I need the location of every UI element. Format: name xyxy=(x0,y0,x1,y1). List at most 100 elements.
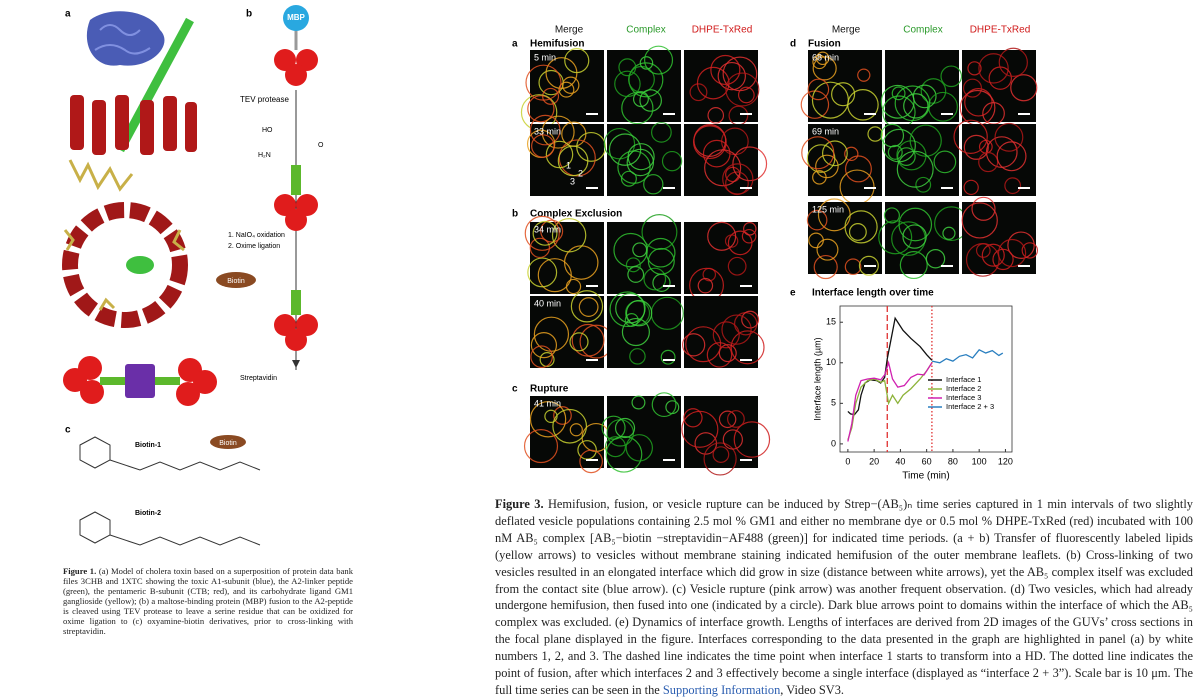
caption-text: Hemifusion, fusion, or vesicle rupture c… xyxy=(495,497,1193,697)
x-tick-label: 0 xyxy=(845,456,850,466)
vesicle xyxy=(994,122,1024,152)
vesicle xyxy=(741,228,757,244)
vesicle xyxy=(541,115,575,149)
y-tick-label: 5 xyxy=(831,398,836,408)
panel-label: b xyxy=(246,9,252,20)
chem-label: HO xyxy=(262,127,273,134)
panel-label: a xyxy=(65,9,71,20)
vesicle xyxy=(858,255,879,276)
page: a b c MBP TEV protease HO H₂N O 1. NaIO₄… xyxy=(62,5,1193,697)
column-header: Complex xyxy=(903,25,942,36)
vesicle xyxy=(812,54,827,70)
vesicle xyxy=(887,144,903,160)
vesicle xyxy=(812,56,837,81)
vesicle xyxy=(578,297,599,317)
vesicle xyxy=(896,150,934,188)
vesicle xyxy=(529,401,567,438)
supporting-link[interactable]: Supporting Information xyxy=(662,682,781,697)
vesicle xyxy=(544,409,558,423)
vesicle xyxy=(685,326,722,363)
vesicle xyxy=(681,410,719,448)
vesicle xyxy=(718,344,737,363)
micrograph xyxy=(607,50,681,122)
time-label: 68 min xyxy=(812,52,839,62)
legend-label: Interface 2 xyxy=(946,384,981,393)
vesicle xyxy=(942,226,956,240)
vesicle xyxy=(540,219,564,243)
vesicle xyxy=(569,332,589,352)
chem-label: H₂N xyxy=(258,152,271,159)
panel-label: c xyxy=(512,384,518,395)
vesicle xyxy=(961,202,998,239)
schematic xyxy=(63,5,318,406)
panel-title: Rupture xyxy=(530,384,569,395)
vesicle xyxy=(1007,231,1035,259)
vesicle xyxy=(710,54,741,86)
micrograph xyxy=(607,396,681,468)
figure-3: Merge Complex DHPE-TxRed Merge Complex DHPE-T… xyxy=(512,25,1039,482)
vesicle xyxy=(625,434,654,462)
caption-text: (a) Model of cholera toxin based on a su… xyxy=(63,566,354,636)
vesicle xyxy=(706,342,733,368)
vesicle xyxy=(605,435,643,473)
vesicle xyxy=(978,152,999,173)
vesicle xyxy=(692,125,727,160)
vesicle xyxy=(632,91,649,108)
vesicle xyxy=(915,176,932,193)
time-label: 34 min xyxy=(534,224,561,234)
x-axis-label: Time (min) xyxy=(902,471,949,482)
vesicle xyxy=(724,234,739,248)
legend-label: Interface 1 xyxy=(946,375,981,384)
time-label: 41 min xyxy=(534,398,561,408)
vesicle xyxy=(631,395,646,410)
vesicle xyxy=(981,243,1005,267)
vesicle xyxy=(704,149,742,187)
vesicle xyxy=(565,278,582,295)
vesicle xyxy=(891,221,926,256)
panel-label: c xyxy=(65,425,71,436)
vesicle xyxy=(883,207,900,224)
vesicle xyxy=(618,58,637,77)
x-tick-label: 80 xyxy=(948,456,958,466)
vesicle xyxy=(683,408,703,428)
x-tick-label: 40 xyxy=(895,456,905,466)
vesicle xyxy=(844,146,859,162)
vesicle xyxy=(696,66,730,100)
vesicle xyxy=(997,238,1027,268)
figure1-caption: Figure 1. (a) Model of cholera toxin bas… xyxy=(63,566,353,636)
vesicle xyxy=(821,140,848,167)
vesicle xyxy=(807,78,830,101)
legend-label: Interface 2 + 3 xyxy=(946,402,994,411)
compound-label: Biotin-2 xyxy=(135,510,161,517)
vesicle xyxy=(712,446,730,463)
vesicle xyxy=(899,251,928,280)
time-label: 125 min xyxy=(812,204,844,214)
vesicle xyxy=(717,61,746,91)
panel-title: Hemifusion xyxy=(530,39,584,50)
column-header: DHPE-TxRed xyxy=(692,25,753,36)
vesicle xyxy=(529,114,561,146)
x-tick-label: 100 xyxy=(972,456,987,466)
vesicle xyxy=(523,428,559,464)
vesicle xyxy=(992,248,1014,271)
plot-frame xyxy=(839,305,1013,453)
vesicle xyxy=(847,89,879,121)
figure-canvas: a b c MBP TEV protease HO H₂N O 1. NaIO₄… xyxy=(62,5,1039,546)
vesicle xyxy=(624,313,639,327)
vesicle xyxy=(718,410,737,429)
vesicle xyxy=(1010,74,1038,102)
vesicle xyxy=(894,85,931,122)
vesicle xyxy=(570,290,604,323)
vesicle xyxy=(647,247,675,275)
data-line xyxy=(847,360,933,442)
vesicle xyxy=(542,87,560,105)
vesicle xyxy=(925,249,946,269)
vesicle xyxy=(643,267,667,291)
vesicle xyxy=(880,123,905,148)
vesicle xyxy=(743,222,757,236)
protein-model xyxy=(62,11,197,328)
legend-label: Interface 3 xyxy=(946,393,981,402)
interface-number: 2 xyxy=(578,168,583,178)
vesicle xyxy=(707,221,737,251)
step-label: Streptavidin xyxy=(240,375,277,382)
